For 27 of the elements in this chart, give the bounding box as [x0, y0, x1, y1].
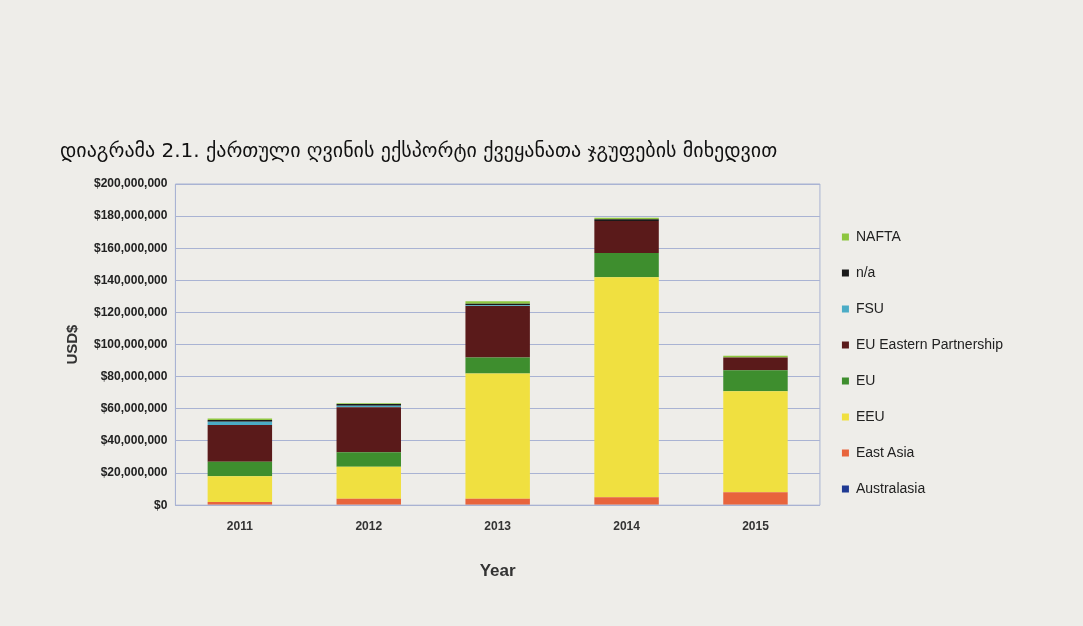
legend-label: EU Eastern Partnership [855, 335, 1004, 352]
chart-title: დიაგრამა 2.1. ქართული ღვინის ექსპორტი ქვეყანათა ჯგუფების მიხედვით [60, 138, 778, 163]
y-tick-label: $80,000,000 [100, 369, 168, 384]
legend-label: Australasia [855, 479, 926, 496]
y-tick-label: $60,000,000 [100, 401, 168, 416]
x-tick-label: 2013 [484, 518, 512, 533]
x-axis-title: Year [479, 561, 517, 581]
x-tick-label: 2015 [742, 518, 770, 533]
x-tick-label: 2011 [226, 518, 254, 533]
y-tick-label: $20,000,000 [100, 465, 168, 480]
y-tick-label: $160,000,000 [94, 240, 168, 255]
y-tick-label: $100,000,000 [94, 336, 168, 351]
legend-label: NAFTA [855, 227, 902, 244]
legend-label: EEU [855, 407, 885, 424]
y-tick-label: $180,000,000 [94, 208, 168, 223]
y-tick-label: $0 [154, 497, 168, 512]
y-tick-label: $200,000,000 [94, 176, 168, 191]
legend-label: EU [855, 371, 876, 388]
x-tick-label: 2012 [355, 518, 383, 533]
y-tick-label: $40,000,000 [100, 433, 168, 448]
y-tick-label: $140,000,000 [94, 272, 168, 287]
y-axis-title: USD$ [63, 323, 81, 365]
x-tick-label: 2014 [613, 518, 641, 533]
legend-label: FSU [855, 299, 884, 316]
legend-label: n/a [855, 263, 876, 280]
y-tick-label: $120,000,000 [94, 304, 168, 319]
legend-label: East Asia [855, 443, 915, 460]
